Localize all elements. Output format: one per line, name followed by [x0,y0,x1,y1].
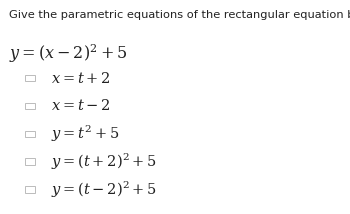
Text: $x = t - 2$: $x = t - 2$ [51,98,110,113]
Text: $y = (t + 2)^2 + 5$: $y = (t + 2)^2 + 5$ [51,152,157,172]
Text: $y = (t - 2)^2 + 5$: $y = (t - 2)^2 + 5$ [51,179,157,199]
Text: $y = t^2 + 5$: $y = t^2 + 5$ [51,124,119,144]
Text: $x = t + 2$: $x = t + 2$ [51,71,110,86]
Text: Give the parametric equations of the rectangular equation below.: Give the parametric equations of the rec… [9,10,350,20]
Text: $y = (x - 2)^2 + 5$: $y = (x - 2)^2 + 5$ [9,43,127,65]
